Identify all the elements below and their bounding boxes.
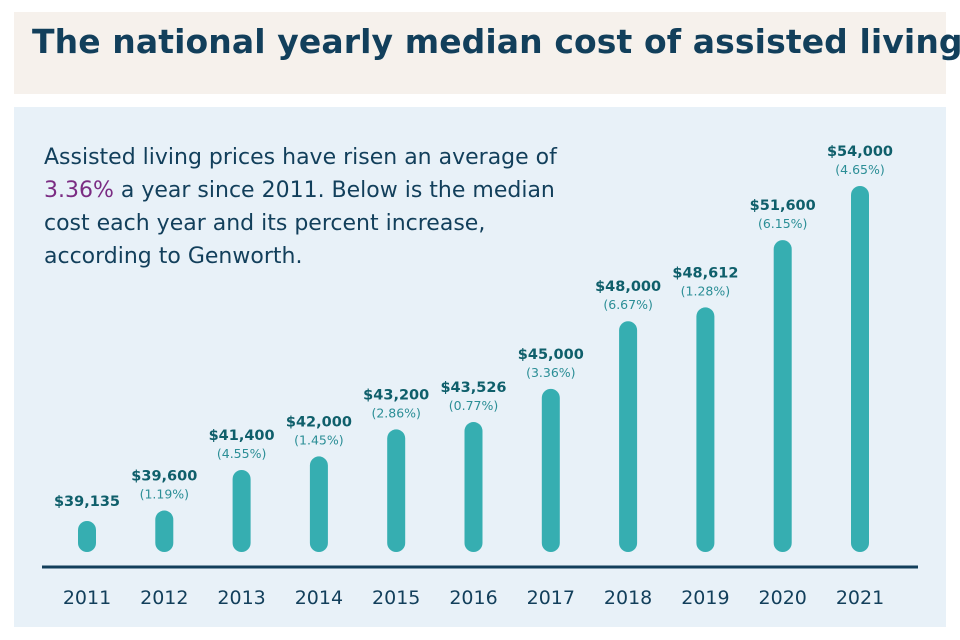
value-label-2017: $45,000 <box>518 347 584 363</box>
value-label-2014: $42,000 <box>286 414 352 430</box>
intro-part1: Assisted living prices have risen an ave… <box>44 145 557 170</box>
year-label-2014: 2014 <box>295 587 343 609</box>
intro-text: Assisted living prices have risen an ave… <box>44 141 584 273</box>
bar-2015 <box>387 429 406 552</box>
bar-2016 <box>464 422 483 552</box>
pct-label-2013: (4.55%) <box>217 446 266 461</box>
intro-part2: a year since 2011. Below is the median c… <box>44 178 555 269</box>
year-label-2012: 2012 <box>140 587 188 609</box>
year-label-2011: 2011 <box>63 587 111 609</box>
year-label-2018: 2018 <box>604 587 652 609</box>
pct-label-2012: (1.19%) <box>140 487 189 502</box>
value-label-2020: $51,600 <box>750 198 816 214</box>
bar-2020 <box>773 240 792 552</box>
value-label-2018: $48,000 <box>595 279 661 295</box>
bar-2017 <box>541 388 560 552</box>
value-label-2019: $48,612 <box>672 265 738 281</box>
year-label-2021: 2021 <box>836 587 884 609</box>
pct-label-2020: (6.15%) <box>758 216 807 231</box>
value-label-2015: $43,200 <box>363 387 429 403</box>
bar-2019 <box>696 307 715 552</box>
pct-label-2017: (3.36%) <box>526 365 575 380</box>
bar-2013 <box>232 469 251 552</box>
pct-label-2015: (2.86%) <box>371 405 420 420</box>
year-label-2016: 2016 <box>449 587 497 609</box>
pct-label-2014: (1.45%) <box>294 432 343 447</box>
bars-group <box>78 186 869 552</box>
bar-2018 <box>619 321 638 552</box>
year-label-2017: 2017 <box>527 587 575 609</box>
bar-2021 <box>851 186 869 552</box>
labels-group: $39,135 2011 $39,600 (1.19%) 2012 $41,400 (4.5… <box>54 144 893 609</box>
value-label-2016: $43,526 <box>440 380 506 396</box>
value-label-2013: $41,400 <box>209 428 275 444</box>
pct-label-2019: (1.28%) <box>681 283 730 298</box>
year-label-2015: 2015 <box>372 587 420 609</box>
year-label-2019: 2019 <box>681 587 729 609</box>
bar-2012 <box>155 510 174 552</box>
page-title: The national yearly median cost of assis… <box>32 22 960 61</box>
header-banner <box>14 12 946 94</box>
pct-label-2018: (6.67%) <box>603 297 652 312</box>
average-increase-highlight: 3.36% <box>44 178 114 203</box>
bar-2011 <box>78 521 96 552</box>
value-label-2021: $54,000 <box>827 144 893 160</box>
value-label-2011: $39,135 <box>54 494 120 510</box>
year-label-2013: 2013 <box>217 587 265 609</box>
value-label-2012: $39,600 <box>131 469 197 485</box>
pct-label-2021: (4.65%) <box>835 162 884 177</box>
year-label-2020: 2020 <box>759 587 807 609</box>
pct-label-2016: (0.77%) <box>449 398 498 413</box>
bar-2014 <box>309 456 328 552</box>
